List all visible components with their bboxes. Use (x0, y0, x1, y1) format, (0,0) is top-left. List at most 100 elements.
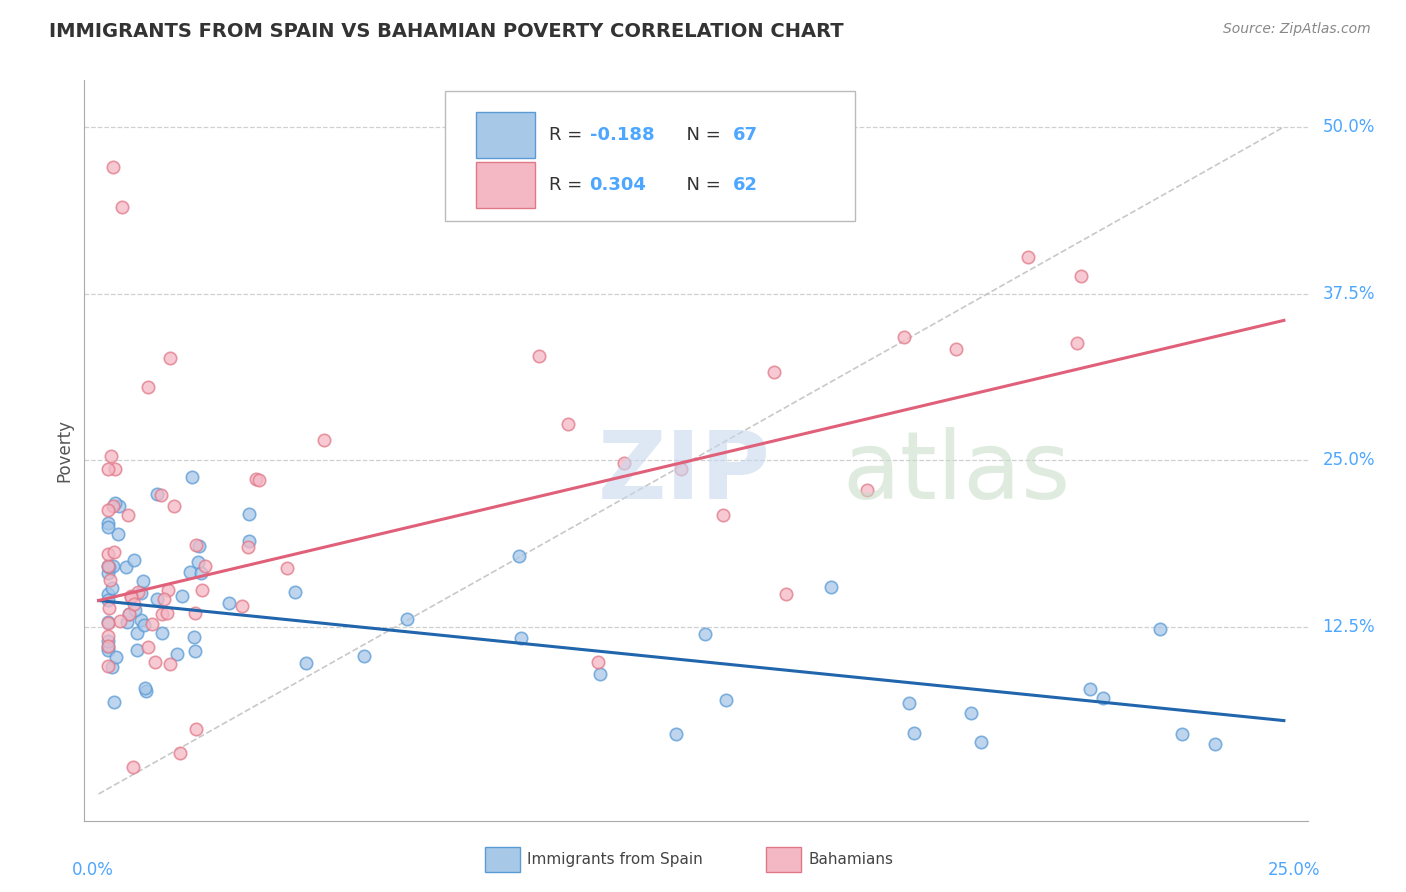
Point (111, 200, 134, 214)
Point (238, 534, 260, 549)
Point (97, 616, 120, 631)
Point (97, 587, 120, 601)
Point (105, 650, 128, 665)
Point (122, 597, 145, 611)
Point (97, 547, 120, 561)
Point (187, 556, 209, 570)
Point (97, 629, 120, 643)
Point (100, 573, 122, 587)
Point (124, 552, 146, 566)
Text: Bahamians: Bahamians (808, 853, 893, 867)
Point (693, 627, 716, 641)
Point (125, 643, 148, 657)
Point (153, 592, 176, 607)
Point (166, 647, 188, 661)
Point (157, 583, 180, 598)
Point (104, 496, 127, 510)
Point (141, 617, 163, 632)
Point (143, 655, 166, 669)
Y-axis label: Poverty: Poverty (55, 419, 73, 482)
Point (238, 540, 260, 554)
Point (856, 483, 879, 497)
Point (124, 603, 146, 617)
Point (184, 606, 207, 620)
Text: 62: 62 (733, 176, 758, 194)
Point (103, 545, 125, 559)
Point (184, 538, 207, 552)
Point (97, 503, 120, 517)
Point (129, 613, 152, 627)
Point (903, 726, 925, 740)
Point (314, 433, 336, 447)
Text: Immigrants from Spain: Immigrants from Spain (527, 853, 703, 867)
Point (101, 499, 124, 513)
Point (117, 508, 139, 522)
Point (97, 640, 120, 654)
Point (353, 649, 375, 664)
Point (1066, 335, 1088, 350)
Point (1149, 622, 1171, 636)
Point (1204, 737, 1226, 751)
Text: R =: R = (550, 176, 588, 194)
Point (97, 520, 120, 534)
Point (107, 500, 129, 514)
Point (179, 565, 201, 579)
Point (134, 681, 156, 695)
Point (184, 723, 207, 737)
Point (118, 607, 141, 621)
Text: N =: N = (675, 126, 727, 145)
Point (169, 747, 191, 761)
Point (101, 660, 124, 674)
Point (146, 592, 169, 607)
Text: ZIP: ZIP (598, 426, 770, 518)
Point (395, 612, 418, 626)
Point (557, 417, 579, 431)
Point (104, 461, 127, 475)
FancyBboxPatch shape (475, 161, 534, 208)
Point (588, 666, 610, 681)
Point (945, 342, 967, 356)
Point (762, 365, 785, 379)
Point (127, 585, 149, 599)
Point (898, 696, 921, 710)
Point (960, 706, 983, 720)
Point (181, 470, 204, 484)
Text: -0.188: -0.188 (589, 126, 654, 145)
Point (231, 599, 253, 614)
Point (295, 656, 318, 670)
Point (97, 593, 120, 607)
Point (97, 516, 120, 531)
Point (97, 639, 120, 653)
Point (586, 655, 609, 669)
Point (138, 640, 160, 654)
Point (101, 559, 124, 574)
Point (107, 526, 129, 541)
Point (247, 473, 270, 487)
Point (134, 617, 156, 632)
Point (238, 507, 260, 521)
Text: 50.0%: 50.0% (1322, 118, 1375, 136)
Point (190, 582, 212, 597)
Point (156, 606, 179, 620)
Text: atlas: atlas (842, 426, 1071, 518)
Point (970, 735, 993, 749)
Point (98, 560, 121, 574)
Text: 25.0%: 25.0% (1322, 451, 1375, 469)
Text: 37.5%: 37.5% (1322, 285, 1375, 302)
Point (190, 566, 212, 581)
Point (97, 600, 120, 615)
Point (172, 589, 194, 603)
Point (101, 160, 124, 174)
Point (135, 684, 157, 698)
Point (97, 558, 120, 573)
Point (509, 631, 531, 645)
FancyBboxPatch shape (446, 91, 855, 221)
Point (114, 560, 136, 574)
Point (97, 615, 120, 629)
Text: 67: 67 (733, 126, 758, 145)
Point (97, 658, 120, 673)
Point (138, 380, 160, 394)
Point (276, 561, 298, 575)
Point (183, 630, 205, 644)
Point (711, 508, 734, 522)
